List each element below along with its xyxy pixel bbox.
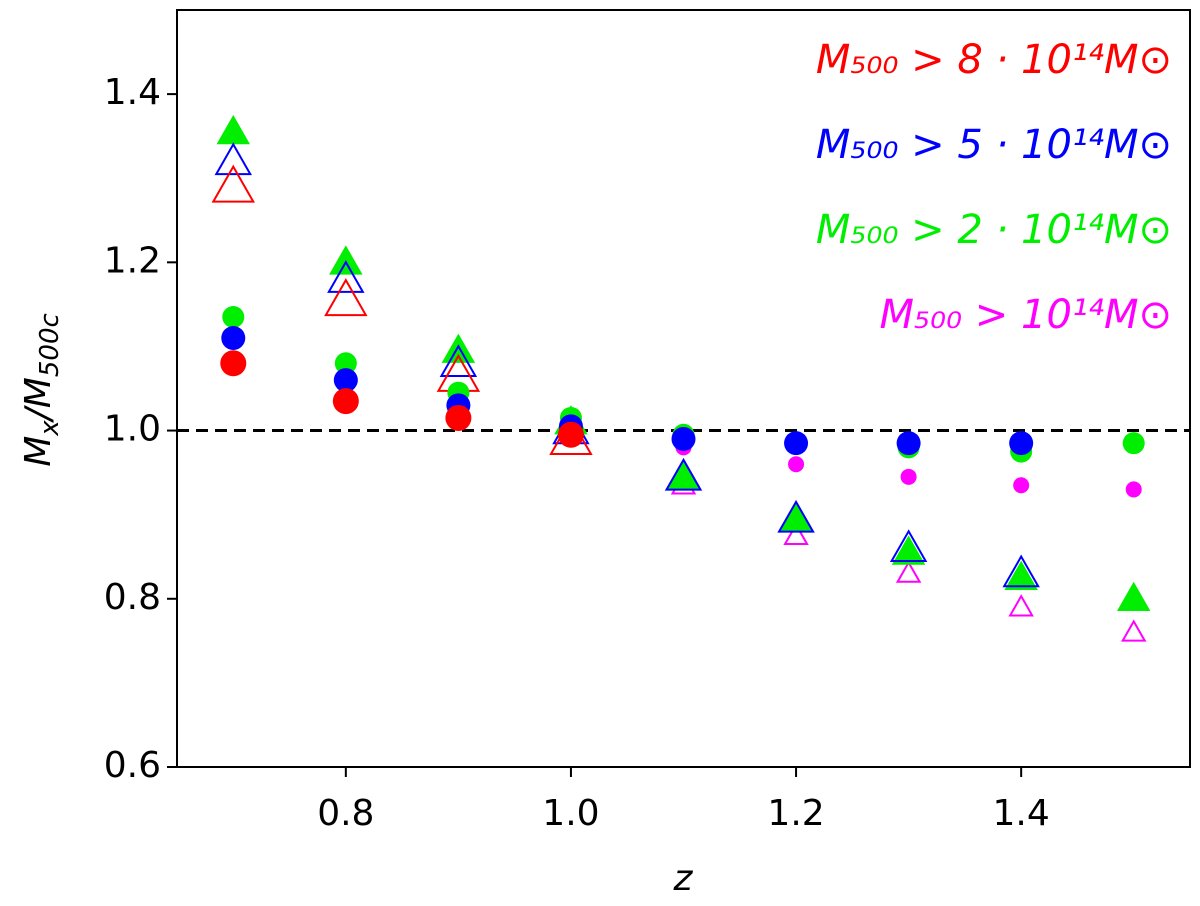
circle-marker (333, 368, 358, 393)
y-axis-label: Mx/M500c (18, 313, 65, 467)
y-tick-label: 0.8 (104, 577, 161, 618)
y-tick-label: 1.2 (104, 240, 161, 281)
circle-marker (788, 456, 805, 473)
triangle-marker (1116, 581, 1151, 612)
circle-marker (557, 421, 584, 448)
y-tick-label: 1.0 (104, 409, 161, 450)
circle-marker (332, 388, 359, 415)
x-tick-label: 0.8 (317, 793, 374, 834)
circle-marker (1122, 432, 1145, 455)
triangle-marker (214, 142, 253, 176)
y-tick-label: 0.6 (104, 745, 161, 786)
triangle-marker (664, 457, 703, 491)
triangle-marker (441, 333, 476, 363)
triangle-marker (1002, 554, 1040, 588)
triangle-marker (895, 560, 922, 583)
circle-marker (334, 352, 357, 375)
triangle-marker (779, 501, 813, 532)
triangle-marker (889, 529, 928, 563)
triangle-marker (1004, 560, 1038, 590)
y-label-part: M (18, 436, 59, 467)
triangle-marker (666, 459, 701, 490)
circle-marker (896, 431, 921, 456)
x-tick-label: 1.2 (767, 793, 824, 834)
circle-marker (900, 468, 917, 485)
y-label-part: /M (18, 377, 59, 423)
triangle-marker (891, 535, 926, 565)
legend-entry: M₅₀₀ > 8 · 10¹⁴M⊙ (816, 37, 1172, 83)
x-tick-label: 1.4 (993, 793, 1050, 834)
y-label-subscript: x (35, 420, 65, 437)
circle-marker (671, 426, 696, 451)
circle-marker (445, 404, 472, 431)
legend-entry: M₅₀₀ > 5 · 10¹⁴M⊙ (816, 122, 1172, 168)
triangle-marker (1120, 619, 1147, 642)
triangle-marker (211, 164, 256, 203)
triangle-marker (327, 260, 365, 293)
legend-entry: M₅₀₀ > 10¹⁴M⊙ (879, 292, 1172, 338)
triangle-marker (439, 344, 478, 378)
triangle-marker (783, 522, 809, 545)
x-axis-label: z (673, 858, 694, 899)
circle-marker (222, 306, 245, 329)
circle-marker (220, 350, 247, 377)
x-tick-label: 1.0 (542, 793, 599, 834)
circle-marker (1009, 431, 1034, 456)
y-tick-label: 1.4 (104, 72, 161, 113)
legend-entry: M₅₀₀ > 2 · 10¹⁴M⊙ (816, 207, 1172, 253)
circle-marker (1013, 477, 1030, 494)
triangle-marker (216, 114, 251, 145)
triangle-marker (324, 278, 368, 317)
circle-marker (784, 431, 809, 456)
triangle-marker (777, 499, 815, 533)
plot-frame (176, 9, 1191, 768)
circle-marker (221, 326, 246, 351)
circle-marker (1125, 481, 1142, 498)
y-label-subscript: 500c (35, 313, 65, 377)
triangle-marker (1008, 594, 1034, 617)
